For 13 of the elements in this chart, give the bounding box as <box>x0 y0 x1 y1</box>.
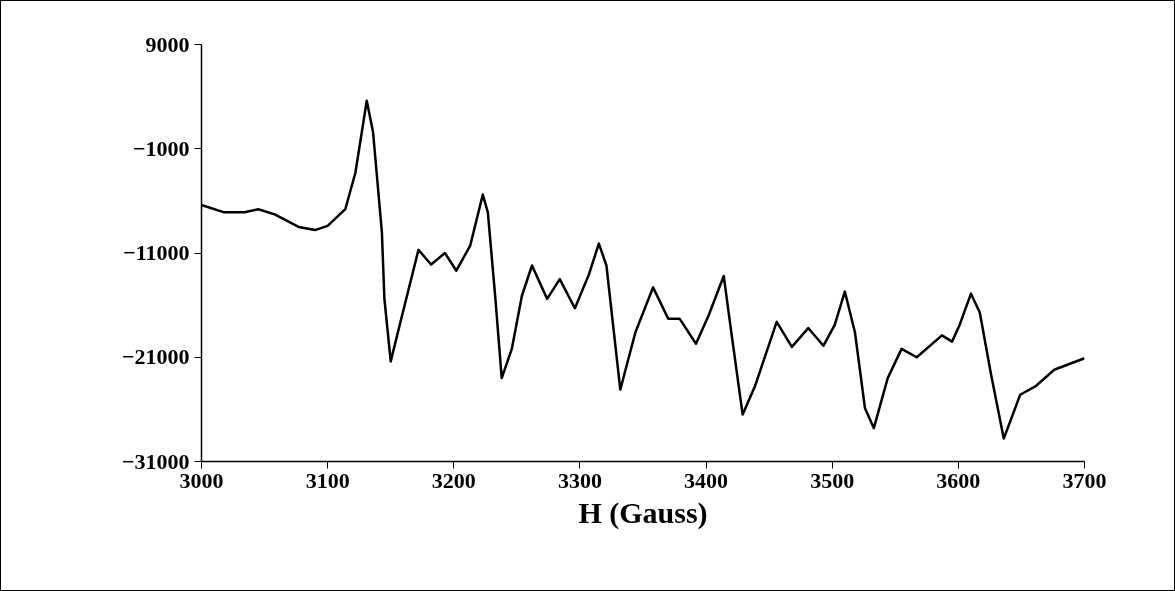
y-tick-label: −11000 <box>123 240 190 265</box>
x-tick-label: 3200 <box>431 467 476 493</box>
x-axis-title: H (Gauss) <box>578 495 708 530</box>
y-tick-label: 9000 <box>145 31 190 57</box>
x-tick-label: 3400 <box>684 467 729 493</box>
x-tick-label: 3600 <box>936 467 981 493</box>
y-tick-label: −21000 <box>121 344 190 370</box>
x-tick-label: 3300 <box>557 467 602 493</box>
y-tick-label: −1000 <box>132 135 190 161</box>
x-tick-label: 3500 <box>810 467 855 493</box>
x-tick-label: 3700 <box>1062 467 1107 493</box>
y-tick-label: −31000 <box>121 448 190 474</box>
x-tick-label: 3100 <box>305 467 350 493</box>
